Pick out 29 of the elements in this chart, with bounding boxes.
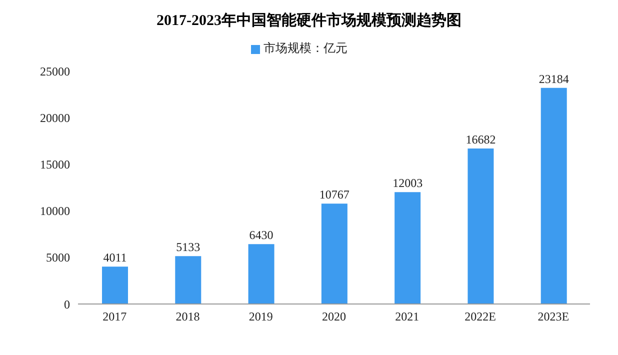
x-tick-label: 2020 xyxy=(322,310,346,324)
y-tick-label: 20000 xyxy=(40,110,70,125)
x-tick-label: 2021 xyxy=(395,310,420,324)
chart-title: 2017-2023年中国智能硬件市场规模预测趋势图 xyxy=(156,11,462,31)
x-tick-label: 2017 xyxy=(102,310,127,324)
data-label: 16682 xyxy=(466,132,496,147)
x-tick-label: 2019 xyxy=(248,310,273,324)
data-label: 10767 xyxy=(319,188,350,202)
y-tick-label: 25000 xyxy=(40,64,70,78)
data-label: 6430 xyxy=(249,228,274,242)
x-tick-label: 2023E xyxy=(538,310,570,324)
data-label: 12003 xyxy=(392,176,423,190)
y-tick-label: 15000 xyxy=(40,157,70,172)
data-label: 4011 xyxy=(103,250,127,265)
bar xyxy=(394,192,421,304)
data-label: 23184 xyxy=(538,72,569,86)
x-tick-label: 2018 xyxy=(176,310,200,324)
data-label: 5133 xyxy=(176,240,200,254)
y-tick-label: 10000 xyxy=(40,204,70,218)
y-tick-label: 0 xyxy=(64,297,70,312)
bar xyxy=(321,204,348,304)
x-tick-label: 2022E xyxy=(464,310,496,324)
bar xyxy=(102,266,128,304)
bar xyxy=(540,88,567,304)
legend-label: 市场规模：亿元 xyxy=(264,41,348,55)
bar xyxy=(248,244,274,304)
bar xyxy=(175,256,202,304)
y-tick-label: 5000 xyxy=(46,250,70,265)
bar xyxy=(468,148,494,304)
